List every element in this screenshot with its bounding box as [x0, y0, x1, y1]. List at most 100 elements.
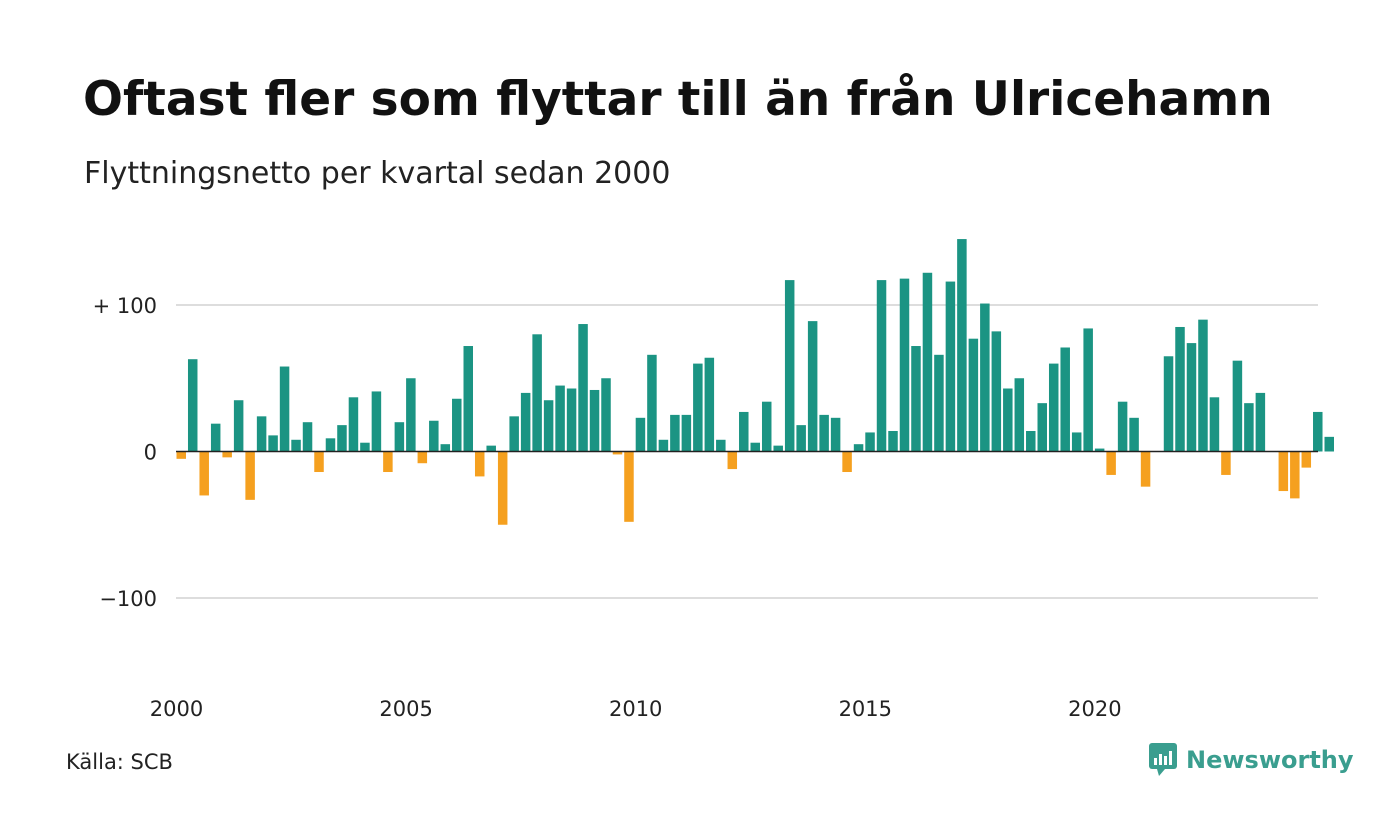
bar [773, 445, 783, 452]
x-tick-label: 2005 [379, 697, 432, 721]
gridlines [176, 304, 1318, 599]
bar [945, 281, 956, 452]
bar [566, 388, 577, 452]
bar [1198, 319, 1208, 452]
bar [601, 378, 611, 452]
bar [739, 411, 749, 452]
bar [1209, 397, 1220, 452]
chart-title: Oftast fler som flyttar till än från Ulr… [83, 72, 1273, 127]
bar [429, 420, 439, 452]
x-tick-label: 2015 [839, 697, 892, 721]
bar [406, 378, 416, 452]
bar [463, 346, 473, 452]
bar [555, 385, 565, 452]
bar [1129, 417, 1139, 452]
bar [417, 451, 428, 464]
bar [968, 338, 979, 452]
bar [1175, 326, 1185, 452]
bar [222, 451, 232, 458]
x-tick-label: 2010 [609, 697, 662, 721]
bar [796, 425, 806, 452]
brand-name: Newsworthy [1186, 746, 1354, 774]
bar [658, 439, 669, 452]
bar [1140, 451, 1151, 487]
bar [543, 400, 554, 452]
bar [1083, 328, 1093, 452]
bar [1163, 356, 1174, 452]
bar [876, 280, 887, 452]
bar [1186, 343, 1197, 452]
bar [888, 430, 898, 452]
bars [176, 239, 1334, 525]
bar [980, 303, 990, 452]
bar [337, 425, 347, 452]
bar [1221, 451, 1231, 475]
bar [360, 442, 370, 452]
bar [819, 414, 829, 452]
bar [750, 442, 760, 452]
bar [934, 354, 944, 452]
bar [509, 416, 519, 452]
bar [865, 432, 875, 452]
bar [670, 414, 680, 452]
bar [256, 416, 267, 452]
bar [268, 435, 278, 452]
y-tick-label: −100 [99, 587, 157, 611]
bar [957, 239, 967, 452]
y-tick-label: + 100 [93, 294, 157, 318]
bar [647, 354, 657, 452]
bar [784, 280, 795, 452]
bar [716, 439, 726, 452]
bar [1301, 451, 1312, 468]
bar [520, 392, 531, 452]
bar [1048, 363, 1059, 452]
bar [807, 321, 818, 452]
bar [497, 451, 508, 525]
bar [624, 451, 634, 522]
bar [681, 414, 692, 452]
bar [314, 451, 324, 473]
bar [578, 324, 588, 452]
source-note: Källa: SCB [66, 750, 173, 774]
bar [210, 423, 221, 452]
bar [991, 331, 1002, 452]
bar [612, 451, 623, 455]
bar [1117, 401, 1128, 452]
tick-labels: + 100 0 −100 2000 2005 2010 2015 2020 [93, 294, 1122, 721]
bar [1232, 360, 1243, 452]
bar [348, 397, 359, 452]
bar [922, 272, 933, 452]
bar [899, 278, 910, 452]
bar [589, 389, 600, 452]
bar [1003, 388, 1013, 452]
bar [452, 398, 462, 452]
newsworthy-logo: Newsworthy [1148, 742, 1354, 778]
bar [1324, 436, 1334, 452]
bar [245, 451, 255, 500]
bar [761, 401, 772, 452]
bar [1290, 451, 1300, 499]
bar [1244, 403, 1254, 452]
newsworthy-logo-icon [1149, 743, 1177, 776]
bar [486, 445, 496, 452]
bar [371, 391, 382, 452]
bar [704, 357, 715, 452]
bar [1014, 378, 1025, 452]
bar [532, 334, 542, 452]
bar [474, 451, 485, 477]
bar [911, 346, 921, 452]
bar [693, 363, 703, 452]
bar [1278, 451, 1289, 492]
bar [727, 451, 738, 470]
bar [187, 359, 198, 452]
bar [279, 366, 290, 452]
bar [176, 451, 186, 459]
bar [1060, 347, 1070, 452]
bar [1106, 451, 1116, 475]
bar [853, 444, 864, 452]
bar [1094, 448, 1105, 452]
bar [830, 417, 841, 452]
bar [842, 451, 852, 473]
y-tick-label: 0 [144, 441, 157, 465]
